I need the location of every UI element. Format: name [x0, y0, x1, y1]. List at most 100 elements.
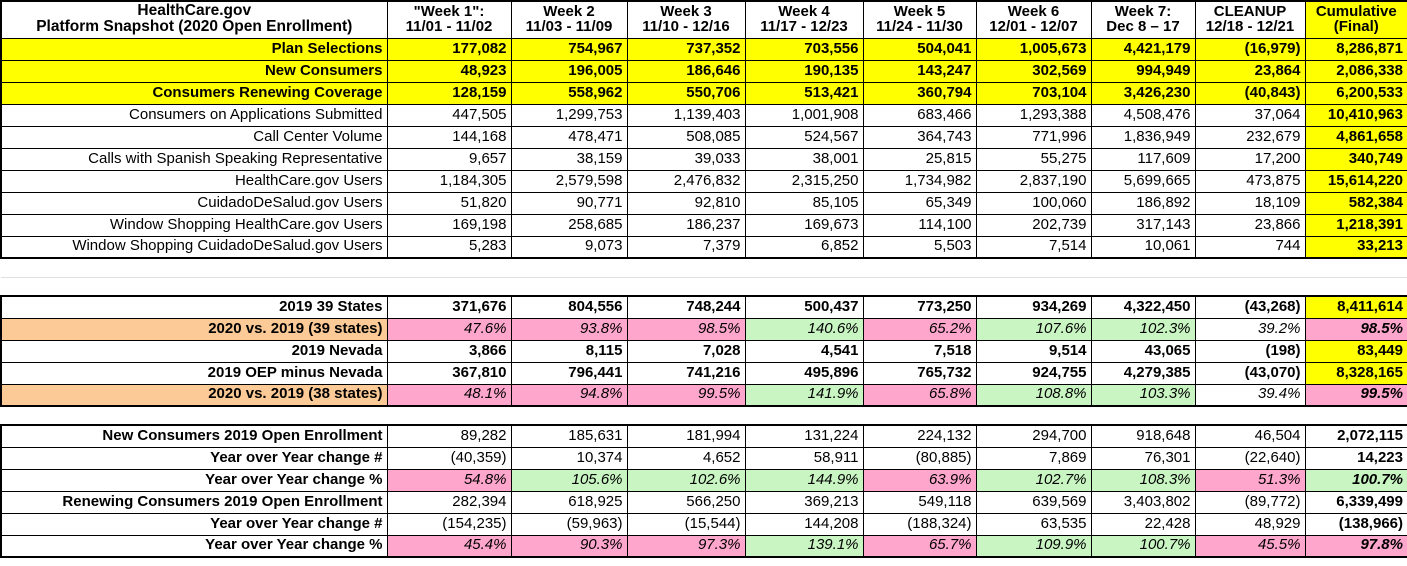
header-col-week2-line2: 11/03 - 11/09: [525, 18, 613, 36]
cell-renewing-cumulative: 6,200,533: [1304, 81, 1407, 105]
cell-2019-39states-week4: 500,437: [744, 295, 864, 319]
spacer-cell: [1195, 277, 1305, 297]
cell-yoy-pct-new-cleanup: 51.3%: [1194, 468, 1306, 492]
cell-new-consumers-week2: 196,005: [510, 59, 628, 83]
header-col-week7: Week 7: Dec 8 – 17: [1090, 0, 1196, 39]
header-col-week1-line1: "Week 1":: [413, 2, 485, 20]
cell-nc2019-cleanup: 46,504: [1194, 424, 1306, 448]
cell-cds-users-cleanup: 18,109: [1194, 191, 1306, 215]
cell-yoy-num-new-cleanup: (22,640): [1194, 446, 1306, 470]
cell-yoy-pct-ren-cumulative: 97.8%: [1304, 534, 1407, 559]
table-row: Window Shopping CuidadoDeSalud.gov Users…: [0, 235, 1407, 260]
header-col-week3: Week 3 11/10 - 12/16: [626, 0, 746, 39]
spacer-cell: [745, 277, 863, 297]
header-col-week7-line2: Dec 8 – 17: [1106, 18, 1180, 36]
cell-hcgov-users-week2: 2,579,598: [510, 169, 628, 193]
cell-2020vs2019-39-week5: 65.2%: [862, 317, 977, 341]
cell-2019-39states-week5: 773,250: [862, 295, 977, 319]
cell-new-consumers-week3: 186,646: [626, 59, 746, 83]
cell-call-center-week3: 508,085: [626, 125, 746, 149]
header-col-week2-line1: Week 2: [543, 2, 595, 20]
spacer-cell: [511, 258, 627, 278]
spacer-cell: [1, 277, 387, 297]
cell-hcgov-users-week4: 2,315,250: [744, 169, 864, 193]
spacer-cell: [627, 258, 745, 278]
cell-cds-users-week5: 65,349: [862, 191, 977, 215]
cell-2020vs2019-38-week4: 141.9%: [744, 383, 864, 408]
cell-plan-selections-week4: 703,556: [744, 37, 864, 61]
cell-cds-users-week7: 186,892: [1090, 191, 1196, 215]
cell-new-consumers-week5: 143,247: [862, 59, 977, 83]
spacer-cell: [627, 277, 745, 297]
cell-yoy-num-ren-week3: (15,544): [626, 512, 746, 536]
cell-2020vs2019-39-week7: 102.3%: [1090, 317, 1196, 341]
cell-2020vs2019-38-week3: 99.5%: [626, 383, 746, 408]
cell-hcgov-users-week5: 1,734,982: [862, 169, 977, 193]
cell-rc2019-week3: 566,250: [626, 490, 746, 514]
cell-ws-hcgov-week3: 186,237: [626, 213, 746, 237]
cell-2020vs2019-38-cumulative: 99.5%: [1304, 383, 1407, 408]
table-row: Year over Year change % 45.4% 90.3% 97.3…: [0, 534, 1407, 559]
cell-2019-oep-cleanup: (43,070): [1194, 361, 1306, 385]
cell-spanish-calls-week2: 38,159: [510, 147, 628, 171]
cell-rc2019-week5: 549,118: [862, 490, 977, 514]
cell-2019-oep-week6: 924,755: [975, 361, 1092, 385]
cell-2019-nevada-week1: 3,866: [386, 339, 512, 363]
cell-2020vs2019-38-week1: 48.1%: [386, 383, 512, 408]
cell-ws-hcgov-week2: 258,685: [510, 213, 628, 237]
cell-applications-week3: 1,139,403: [626, 103, 746, 127]
cell-yoy-num-ren-cumulative: (138,966): [1304, 512, 1407, 536]
cell-spanish-calls-week7: 117,609: [1090, 147, 1196, 171]
cell-renewing-week5: 360,794: [862, 81, 977, 105]
cell-2019-39states-week2: 804,556: [510, 295, 628, 319]
cell-2019-39states-week7: 4,322,450: [1090, 295, 1196, 319]
spacer-cell: [976, 406, 1091, 426]
cell-2020vs2019-39-cumulative: 98.5%: [1304, 317, 1407, 341]
table-row: Consumers Renewing Coverage 128,159 558,…: [0, 81, 1407, 105]
cell-2019-39states-cleanup: (43,268): [1194, 295, 1306, 319]
cell-2019-nevada-week2: 8,115: [510, 339, 628, 363]
cell-yoy-pct-new-week5: 63.9%: [862, 468, 977, 492]
header-col-week4: Week 4 11/17 - 12/23: [744, 0, 864, 39]
cell-plan-selections-week5: 504,041: [862, 37, 977, 61]
spacer-cell: [745, 406, 863, 426]
header-col-week3-line2: 11/10 - 12/16: [642, 18, 730, 36]
cell-2019-oep-week2: 796,441: [510, 361, 628, 385]
header-title-cell: HealthCare.gov Platform Snapshot (2020 O…: [0, 0, 388, 39]
cell-nc2019-week5: 224,132: [862, 424, 977, 448]
table-row: New Consumers 48,923 196,005 186,646 190…: [0, 59, 1407, 83]
table-row: 2019 Nevada 3,866 8,115 7,028 4,541 7,51…: [0, 339, 1407, 363]
cell-2020vs2019-38-week2: 94.8%: [510, 383, 628, 408]
row-label-2020vs2019-39states: 2020 vs. 2019 (39 states): [0, 317, 388, 341]
header-col-week6: Week 6 12/01 - 12/07: [975, 0, 1092, 39]
cell-rc2019-cleanup: (89,772): [1194, 490, 1306, 514]
cell-nc2019-week7: 918,648: [1090, 424, 1196, 448]
cell-call-center-week1: 144,168: [386, 125, 512, 149]
row-label-2019-oep-minus-nevada: 2019 OEP minus Nevada: [0, 361, 388, 385]
cell-2019-oep-week4: 495,896: [744, 361, 864, 385]
cell-renewing-week1: 128,159: [386, 81, 512, 105]
cell-yoy-pct-new-week4: 144.9%: [744, 468, 864, 492]
cell-ws-hcgov-week4: 169,673: [744, 213, 864, 237]
spacer-cell: [1305, 258, 1407, 278]
spacer-cell: [1, 258, 387, 278]
cell-ws-cds-week2: 9,073: [510, 235, 628, 260]
cell-new-consumers-cumulative: 2,086,338: [1304, 59, 1407, 83]
table-row: Renewing Consumers 2019 Open Enrollment …: [0, 490, 1407, 514]
header-col-cleanup-line1: CLEANUP: [1213, 2, 1287, 20]
cell-2020vs2019-38-cleanup: 39.4%: [1194, 383, 1306, 408]
cell-hcgov-users-week3: 2,476,832: [626, 169, 746, 193]
cell-2019-oep-week5: 765,732: [862, 361, 977, 385]
cell-hcgov-users-week7: 5,699,665: [1090, 169, 1196, 193]
cell-renewing-week2: 558,962: [510, 81, 628, 105]
cell-2020vs2019-39-week1: 47.6%: [386, 317, 512, 341]
cell-yoy-pct-ren-week4: 139.1%: [744, 534, 864, 559]
cell-2019-nevada-week5: 7,518: [862, 339, 977, 363]
row-label-window-shopping-cds: Window Shopping CuidadoDeSalud.gov Users: [0, 235, 388, 260]
cell-cds-users-cumulative: 582,384: [1304, 191, 1407, 215]
cell-2019-39states-week3: 748,244: [626, 295, 746, 319]
cell-2019-nevada-week7: 43,065: [1090, 339, 1196, 363]
row-label-new-consumers: New Consumers: [0, 59, 388, 83]
cell-call-center-cleanup: 232,679: [1194, 125, 1306, 149]
